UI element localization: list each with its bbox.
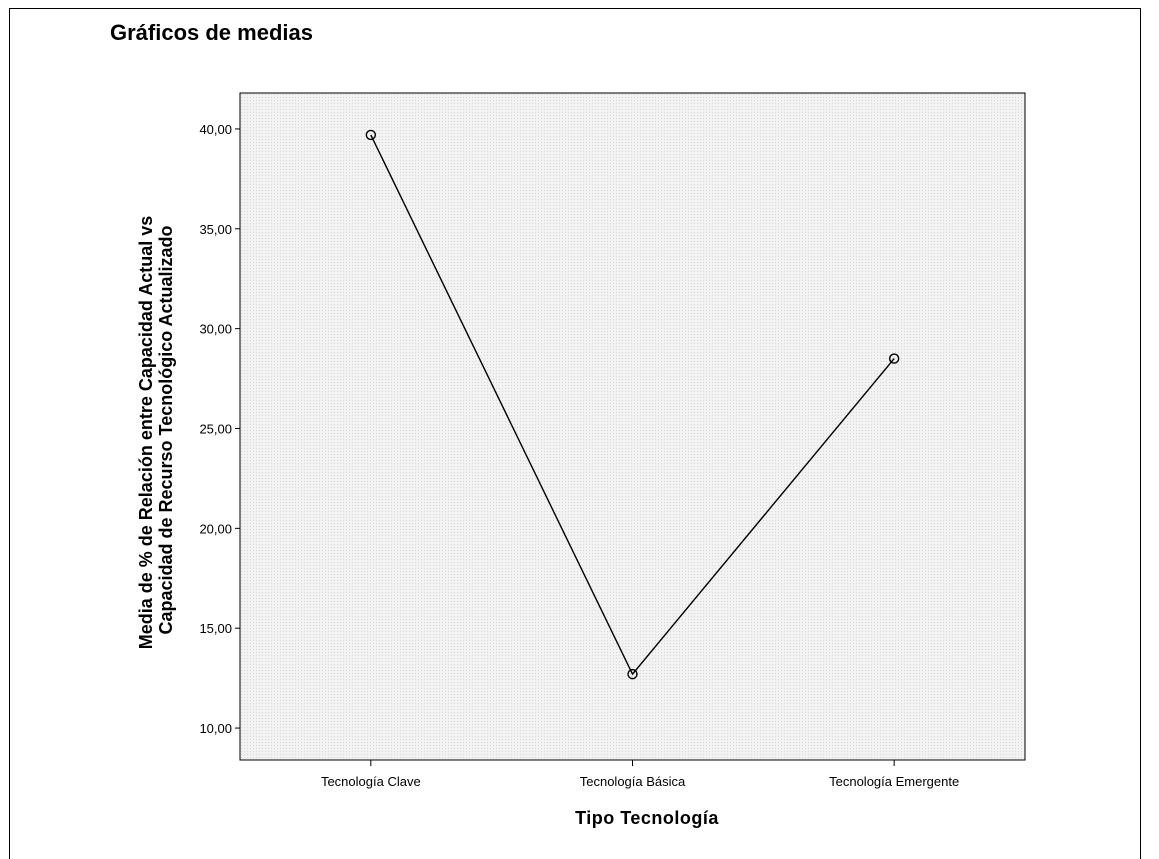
y-axis-label: Media de % de Relación entre Capacidad A… (136, 211, 176, 649)
x-tick-label: Tecnología Clave (321, 774, 421, 789)
plot-area (239, 92, 1026, 761)
frame-top-border (9, 8, 1140, 9)
series-line (365, 129, 900, 680)
frame-left-border (9, 8, 10, 859)
frame-right-border (1140, 8, 1141, 859)
x-tick-label: Tecnología Emergente (829, 774, 959, 789)
x-tick-label: Tecnología Básica (580, 774, 686, 789)
section-heading: Gráficos de medias (110, 20, 313, 45)
y-axis-label-line-2: Capacidad de Recurso Tecnológico Actuali… (156, 225, 176, 634)
y-tick-label: 30,00 (199, 322, 232, 337)
series-polyline (370, 134, 895, 676)
y-axis-label-line-1: Media de % de Relación entre Capacidad A… (136, 216, 156, 649)
x-axis: Tecnología Clave Tecnología Básica Tecnolo… (321, 760, 959, 789)
y-tick-label: 35,00 (199, 222, 232, 237)
y-tick-label: 15,00 (199, 621, 232, 636)
data-point-marker (627, 668, 638, 680)
y-axis: 10,00 15,00 20,00 25,00 30,00 35,00 40,00 (199, 122, 240, 736)
data-point-marker (888, 353, 900, 364)
x-axis-label: Tipo Tecnología (575, 808, 719, 828)
y-tick-label: 10,00 (199, 721, 232, 736)
y-tick-label: 25,00 (199, 421, 232, 436)
y-tick-label: 20,00 (199, 521, 232, 536)
data-point-marker (365, 129, 377, 141)
y-tick-label: 40,00 (199, 122, 232, 137)
